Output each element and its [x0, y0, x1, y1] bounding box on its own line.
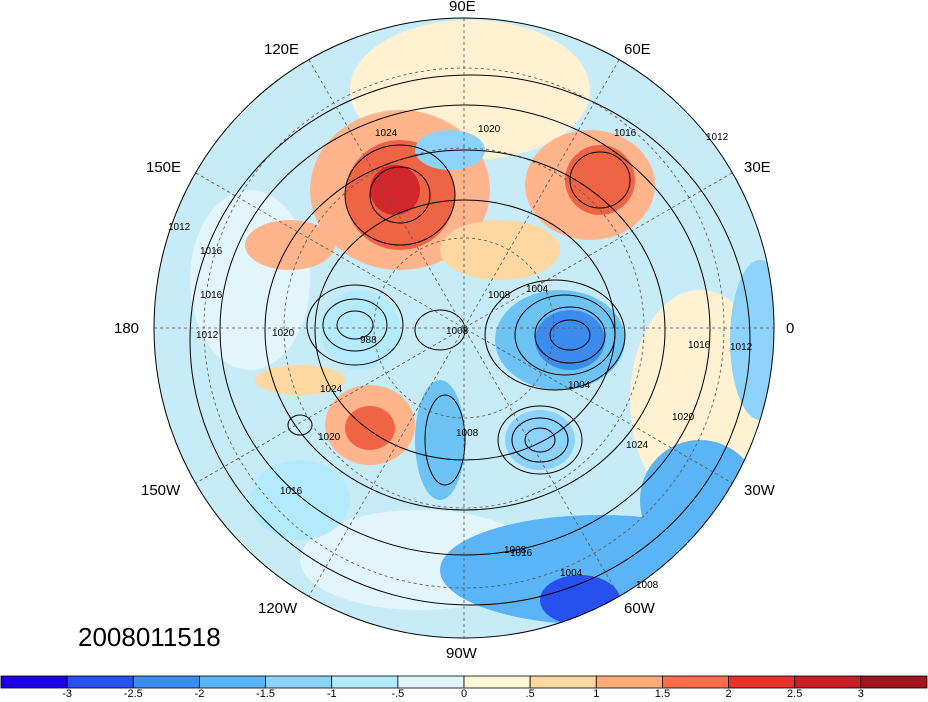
- colorbar-tick-label: 2.5: [787, 688, 803, 700]
- contour-label: 1016: [614, 128, 637, 139]
- colorbar-tick-label: 1.5: [654, 688, 671, 700]
- timestamp: 2008011518: [78, 622, 221, 652]
- colorbar: [0, 675, 928, 689]
- colorbar-swatch: [463, 675, 531, 689]
- colorbar-tick-label: 3: [857, 688, 864, 700]
- contour-label: 1008: [488, 290, 511, 301]
- colorbar-swatch: [397, 675, 465, 689]
- colorbar-swatch: [132, 675, 200, 689]
- contour-label: 1008: [636, 580, 659, 591]
- longitude-label-0: 0: [786, 320, 795, 337]
- contour-label: 1024: [375, 128, 398, 139]
- colorbar-swatch: [66, 675, 134, 689]
- longitude-label-150e: 150E: [146, 159, 182, 176]
- contour-label: 1012: [706, 132, 729, 143]
- longitude-label-90w: 90W: [446, 645, 477, 662]
- colorbar-tick-label: -3: [62, 688, 73, 700]
- colorbar-swatch: [529, 675, 597, 689]
- longitude-label-60w: 60W: [624, 600, 655, 617]
- colorbar-tick-label: 1: [593, 688, 600, 700]
- longitude-label-120w: 120W: [258, 600, 298, 617]
- contour-label: 1004: [526, 284, 549, 295]
- contour-label: 1008: [456, 428, 479, 439]
- colorbar-swatch: [595, 675, 663, 689]
- longitude-label-30w: 30W: [744, 482, 775, 499]
- colorbar-swatch: [199, 675, 266, 689]
- longitude-label-120e: 120E: [264, 41, 300, 58]
- colorbar-swatch: [265, 675, 333, 689]
- contour-label: 1020: [672, 412, 695, 423]
- contour-label: 1008: [504, 545, 527, 556]
- contour-label: 1016: [200, 246, 223, 257]
- colorbar-swatch: [662, 675, 729, 689]
- longitude-label-60e: 60E: [624, 41, 651, 58]
- colorbar-tick-label: 0: [460, 688, 468, 700]
- anomaly-field: [154, 18, 774, 638]
- map-boundary: [153, 17, 775, 639]
- contour-label: 988: [360, 335, 377, 346]
- contour-label: 1012: [168, 222, 191, 233]
- longitude-label-150w: 150W: [141, 482, 181, 499]
- colorbar-tick-label: -2: [194, 688, 205, 700]
- contour-label: 1020: [272, 328, 295, 339]
- colorbar-swatch: [860, 675, 928, 689]
- colorbar-tick-label: 2: [725, 688, 732, 700]
- contour-label: 1004: [560, 568, 583, 579]
- contour-label: 1020: [478, 124, 501, 135]
- graticule: [154, 18, 774, 638]
- contour-label: 1016: [510, 548, 533, 559]
- longitude-label-180: 180: [114, 320, 140, 337]
- contour-label: 1024: [626, 440, 649, 451]
- contour-label: 1008: [446, 326, 469, 337]
- colorbar-tick-label: -1.5: [256, 688, 276, 700]
- longitude-label-90e: 90E: [449, 0, 476, 15]
- longitude-label-30e: 30E: [744, 159, 771, 176]
- colorbar-tick-label: -1: [326, 688, 337, 700]
- contour-label: 1012: [196, 330, 219, 341]
- contour-label: 1024: [320, 384, 343, 395]
- contour-label: 1016: [688, 340, 711, 351]
- contour-label: 1012: [730, 342, 753, 353]
- contour-label: 1016: [280, 486, 303, 497]
- colorbar-swatch: [728, 675, 796, 689]
- colorbar-tick-label: -.5: [391, 688, 405, 700]
- contour-label: 1020: [318, 432, 341, 443]
- contour-label: 1016: [200, 290, 223, 301]
- colorbar-tick-label: .5: [525, 688, 535, 700]
- contour-label: 1004: [568, 380, 591, 391]
- colorbar-swatch: [331, 675, 399, 689]
- pressure-contours: [189, 74, 751, 606]
- colorbar-tick-label: -2.5: [123, 688, 143, 700]
- colorbar-swatch: [794, 675, 862, 689]
- colorbar-swatch: [0, 675, 68, 689]
